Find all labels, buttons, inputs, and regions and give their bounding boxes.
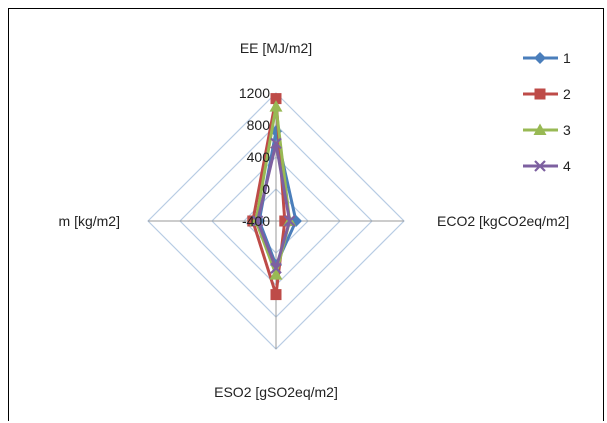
legend-label: 3 (563, 122, 571, 138)
data-point (270, 289, 282, 301)
axis-label: EE [MJ/m2] (240, 40, 312, 56)
tick-label: 400 (247, 149, 271, 165)
legend-marker (534, 88, 546, 100)
data-point (283, 215, 296, 227)
legend-marker (533, 123, 547, 135)
tick-label: 1200 (239, 85, 270, 101)
data-point (270, 137, 282, 150)
axis-label: ESO2 [gSO2eq/m2] (214, 384, 338, 400)
axis-labels: EE [MJ/m2] ECO2 [kgCO2eq/m2] ESO2 [gSO2eq/… (59, 40, 570, 400)
tick-label: 0 (262, 181, 270, 197)
data-point (279, 215, 291, 227)
data-point (251, 215, 264, 227)
legend-marker (534, 52, 546, 64)
data-point (270, 93, 282, 105)
tick-label: 800 (247, 117, 271, 133)
legend-label: 1 (563, 50, 571, 66)
legend-item: 2 (523, 86, 571, 102)
legend-label: 4 (563, 158, 571, 174)
axis-label: ECO2 [kgCO2eq/m2] (437, 213, 569, 229)
legend-marker (534, 160, 546, 172)
data-point (269, 100, 283, 112)
data-point (270, 262, 282, 274)
radial-tick-labels: 1200 800 400 0 -400 (239, 85, 270, 229)
axis-label: m [kg/m2] (59, 213, 120, 229)
legend-item: 1 (523, 50, 571, 66)
tick-label: -400 (242, 213, 270, 229)
series-layer (247, 93, 302, 301)
data-point (269, 268, 283, 280)
chart-frame (8, 8, 604, 421)
legend-item: 4 (523, 158, 571, 174)
legend-label: 2 (563, 86, 571, 102)
legend-item: 3 (523, 122, 571, 138)
series-4 (251, 137, 296, 274)
legend: 1 2 3 4 (523, 50, 571, 174)
